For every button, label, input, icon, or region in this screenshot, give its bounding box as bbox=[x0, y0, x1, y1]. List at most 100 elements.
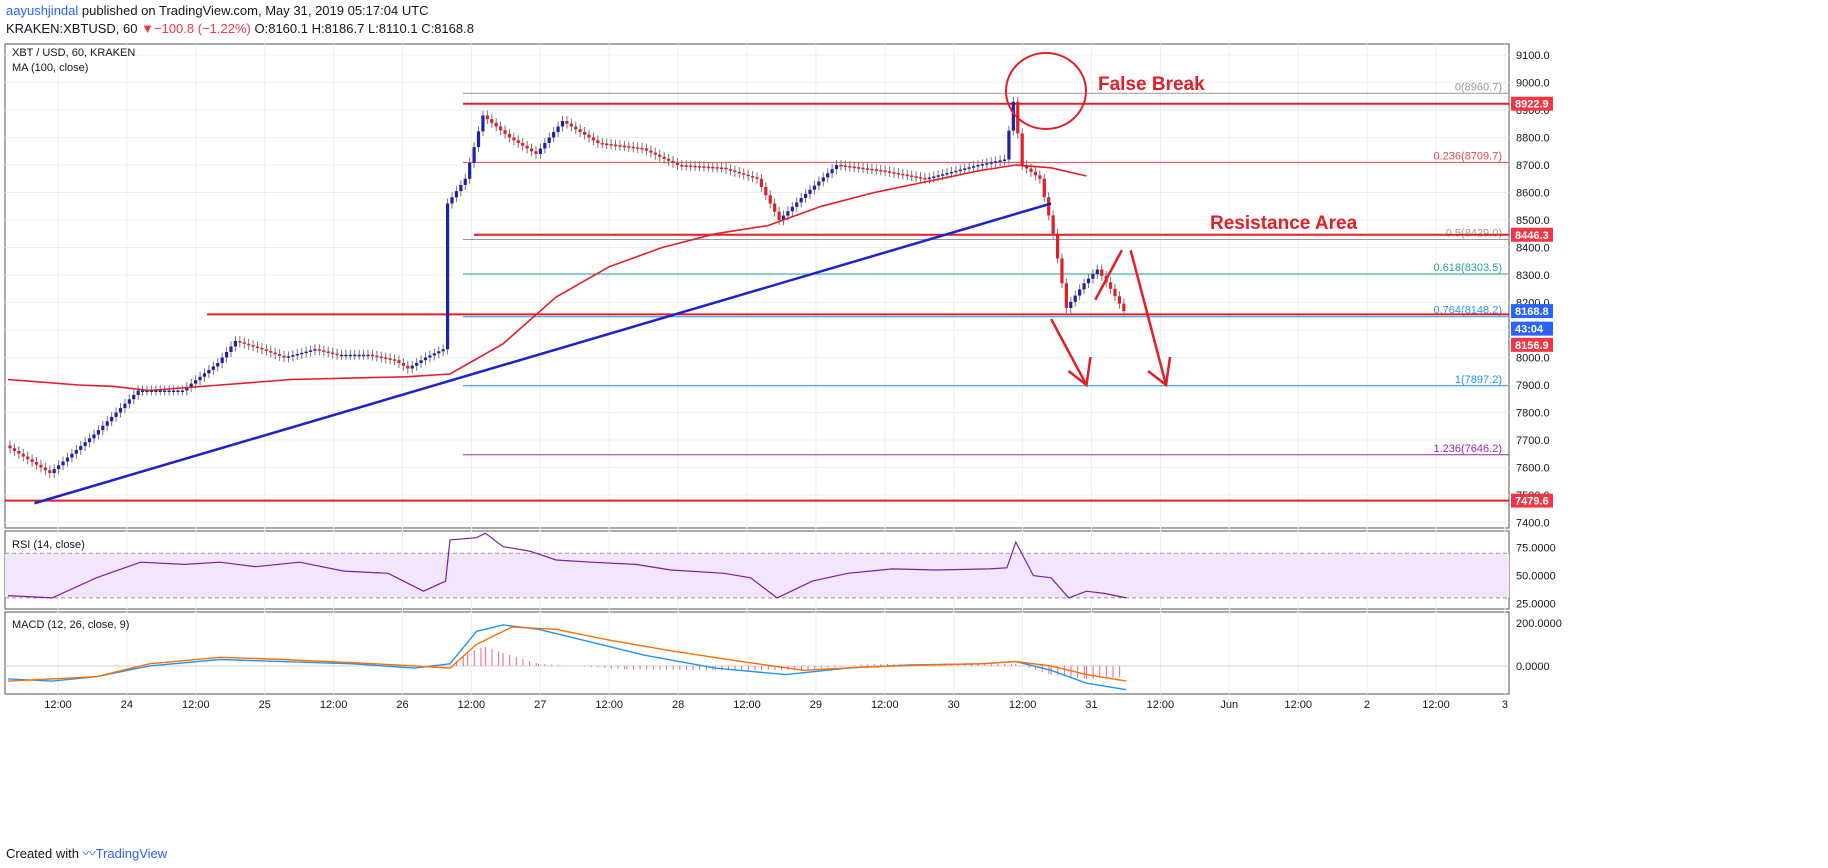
candle-body bbox=[397, 360, 401, 363]
candle-body bbox=[211, 366, 215, 370]
candle-body bbox=[1064, 283, 1068, 308]
candle-body bbox=[706, 166, 710, 169]
candle-body bbox=[1042, 178, 1046, 198]
candle-body bbox=[1117, 296, 1122, 304]
candle-body bbox=[379, 356, 383, 359]
candle-body bbox=[269, 350, 273, 353]
candle-body bbox=[516, 140, 520, 143]
candle-body bbox=[675, 162, 680, 165]
candle-body bbox=[662, 156, 666, 159]
candle-body bbox=[565, 121, 569, 124]
main-pane[interactable] bbox=[4, 43, 1510, 529]
candle-body bbox=[958, 169, 962, 172]
candle-body bbox=[653, 152, 657, 155]
candle-body bbox=[273, 352, 277, 355]
candle-body bbox=[879, 169, 883, 172]
macd-label: MACD (12, 26, close, 9) bbox=[12, 619, 129, 631]
price-tick-label: 8300.0 bbox=[1516, 270, 1550, 282]
price-tick-label: 8400.0 bbox=[1516, 243, 1550, 255]
candle-body bbox=[384, 357, 388, 359]
candle-body bbox=[370, 354, 375, 357]
candle-body bbox=[255, 346, 260, 348]
candle-body bbox=[507, 133, 512, 138]
candle-body bbox=[375, 355, 379, 358]
change-arrow-icon: ▼ bbox=[141, 21, 154, 36]
candle-body bbox=[410, 365, 414, 369]
price-tick-label: 9100.0 bbox=[1516, 50, 1550, 62]
fib-level-label: 1(7897.2) bbox=[1455, 374, 1502, 386]
candle-body bbox=[339, 354, 344, 357]
fib-level-label: 0.5(8429.0) bbox=[1446, 228, 1502, 240]
candle-body bbox=[936, 175, 940, 177]
candle-body bbox=[171, 390, 176, 392]
candle-body bbox=[998, 160, 1002, 162]
candle-body bbox=[569, 123, 573, 127]
candle-body bbox=[971, 166, 976, 168]
candle-body bbox=[295, 353, 299, 356]
candle-body bbox=[720, 167, 724, 169]
time-tick-label: 12:00 bbox=[595, 699, 623, 711]
candle-body bbox=[12, 448, 17, 451]
projection-arrow bbox=[1129, 249, 1168, 386]
candle-body bbox=[308, 350, 313, 352]
candle-body bbox=[110, 416, 114, 422]
candle-body bbox=[1078, 289, 1082, 296]
candle-body bbox=[715, 167, 719, 169]
candle-body bbox=[8, 445, 12, 449]
macd-pane[interactable] bbox=[4, 611, 1510, 695]
price-tag-box bbox=[1511, 96, 1553, 111]
moving-average-line bbox=[7, 164, 1087, 392]
price-axis: 9100.09000.08900.08800.08700.08600.08500… bbox=[1516, 50, 1550, 530]
candle-body bbox=[353, 354, 357, 357]
candle-body bbox=[552, 132, 556, 138]
candle-body bbox=[764, 187, 768, 196]
candle-body bbox=[362, 354, 366, 357]
candle-body bbox=[123, 403, 127, 409]
time-tick-label: 3 bbox=[1502, 699, 1508, 711]
candle-body bbox=[826, 173, 830, 178]
candle-body bbox=[154, 390, 158, 392]
candle-body bbox=[419, 360, 423, 363]
candle-body bbox=[132, 394, 136, 400]
candle-body bbox=[914, 176, 918, 178]
candle-body bbox=[388, 358, 392, 360]
ma-label: MA (100, close) bbox=[12, 62, 88, 74]
price-tag-label: 8168.8 bbox=[1515, 306, 1549, 318]
tradingview-link[interactable]: TradingView bbox=[95, 846, 168, 861]
candle-body bbox=[348, 354, 352, 357]
candle-body bbox=[949, 171, 954, 174]
candle-body bbox=[843, 165, 847, 168]
candle-body bbox=[1113, 288, 1117, 297]
candle-body bbox=[892, 172, 896, 174]
candle-body bbox=[185, 387, 189, 391]
candle-body bbox=[118, 408, 123, 413]
candle-body bbox=[468, 162, 472, 179]
candle-body bbox=[499, 126, 503, 131]
trendline bbox=[34, 202, 1052, 505]
candle-body bbox=[224, 352, 229, 358]
candle-body bbox=[415, 363, 419, 366]
author-link[interactable]: aayushjindal bbox=[6, 3, 79, 18]
fib-level-label: 1.236(7646.2) bbox=[1434, 443, 1503, 455]
candle-body bbox=[848, 166, 852, 168]
candle-body bbox=[927, 177, 931, 180]
candle-body bbox=[202, 373, 207, 377]
candle-body bbox=[331, 352, 335, 355]
candle-body bbox=[167, 390, 171, 392]
time-tick-label: 12:00 bbox=[1422, 699, 1450, 711]
candle-body bbox=[189, 383, 193, 388]
candle-body bbox=[932, 176, 936, 178]
candle-body bbox=[605, 143, 609, 146]
candle-body bbox=[967, 167, 971, 169]
candle-body bbox=[781, 215, 786, 220]
candle-body bbox=[804, 193, 808, 198]
price-tick-label: 8800.0 bbox=[1516, 133, 1550, 145]
candle-body bbox=[136, 390, 140, 395]
candle-body bbox=[406, 365, 410, 369]
candle-body bbox=[746, 174, 750, 177]
created-with-label: Created with bbox=[6, 846, 83, 861]
candle-body bbox=[728, 169, 733, 171]
candle-body bbox=[260, 347, 264, 350]
candle-body bbox=[985, 163, 989, 165]
